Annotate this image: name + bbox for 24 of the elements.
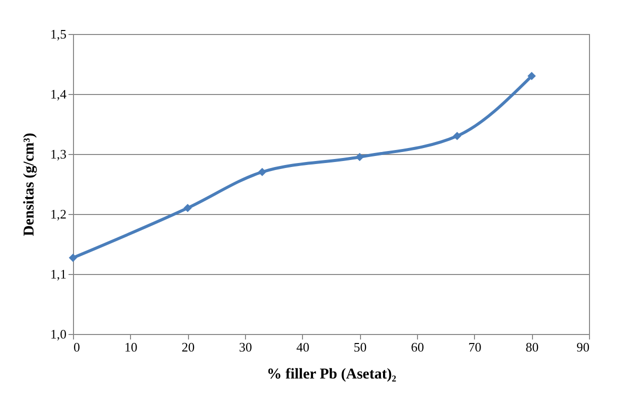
x-tick-label: 40 [296, 340, 310, 354]
x-tick-label: 80 [526, 340, 539, 354]
x-tick-label: 60 [411, 340, 424, 354]
y-axis-title: Densitas (g/cm³) [21, 132, 38, 236]
x-tick-label: 70 [468, 340, 482, 354]
x-axis-title: % filler Pb (Asetat)₂ [266, 366, 397, 382]
point [355, 152, 364, 162]
y-tick-label: 1,5 [50, 26, 66, 42]
x-tick-label: 20 [182, 340, 195, 354]
x-tick-label: 10 [124, 340, 138, 354]
x-tick-label: 50 [354, 340, 367, 354]
x-tick-label: 0 [74, 340, 80, 354]
x-tick-label: 30 [239, 340, 252, 354]
y-tick-label: 1,4 [50, 86, 67, 102]
y-tick-label: 1,2 [50, 206, 66, 222]
point [452, 132, 462, 140]
point [527, 72, 536, 80]
x-tick-label: 90 [576, 340, 590, 354]
point [68, 254, 78, 262]
point [183, 204, 192, 212]
y-tick-label: 1,0 [50, 326, 66, 342]
point [258, 168, 266, 176]
y-tick-label: 1,3 [50, 146, 66, 162]
y-tick-label: 1,1 [50, 266, 66, 282]
